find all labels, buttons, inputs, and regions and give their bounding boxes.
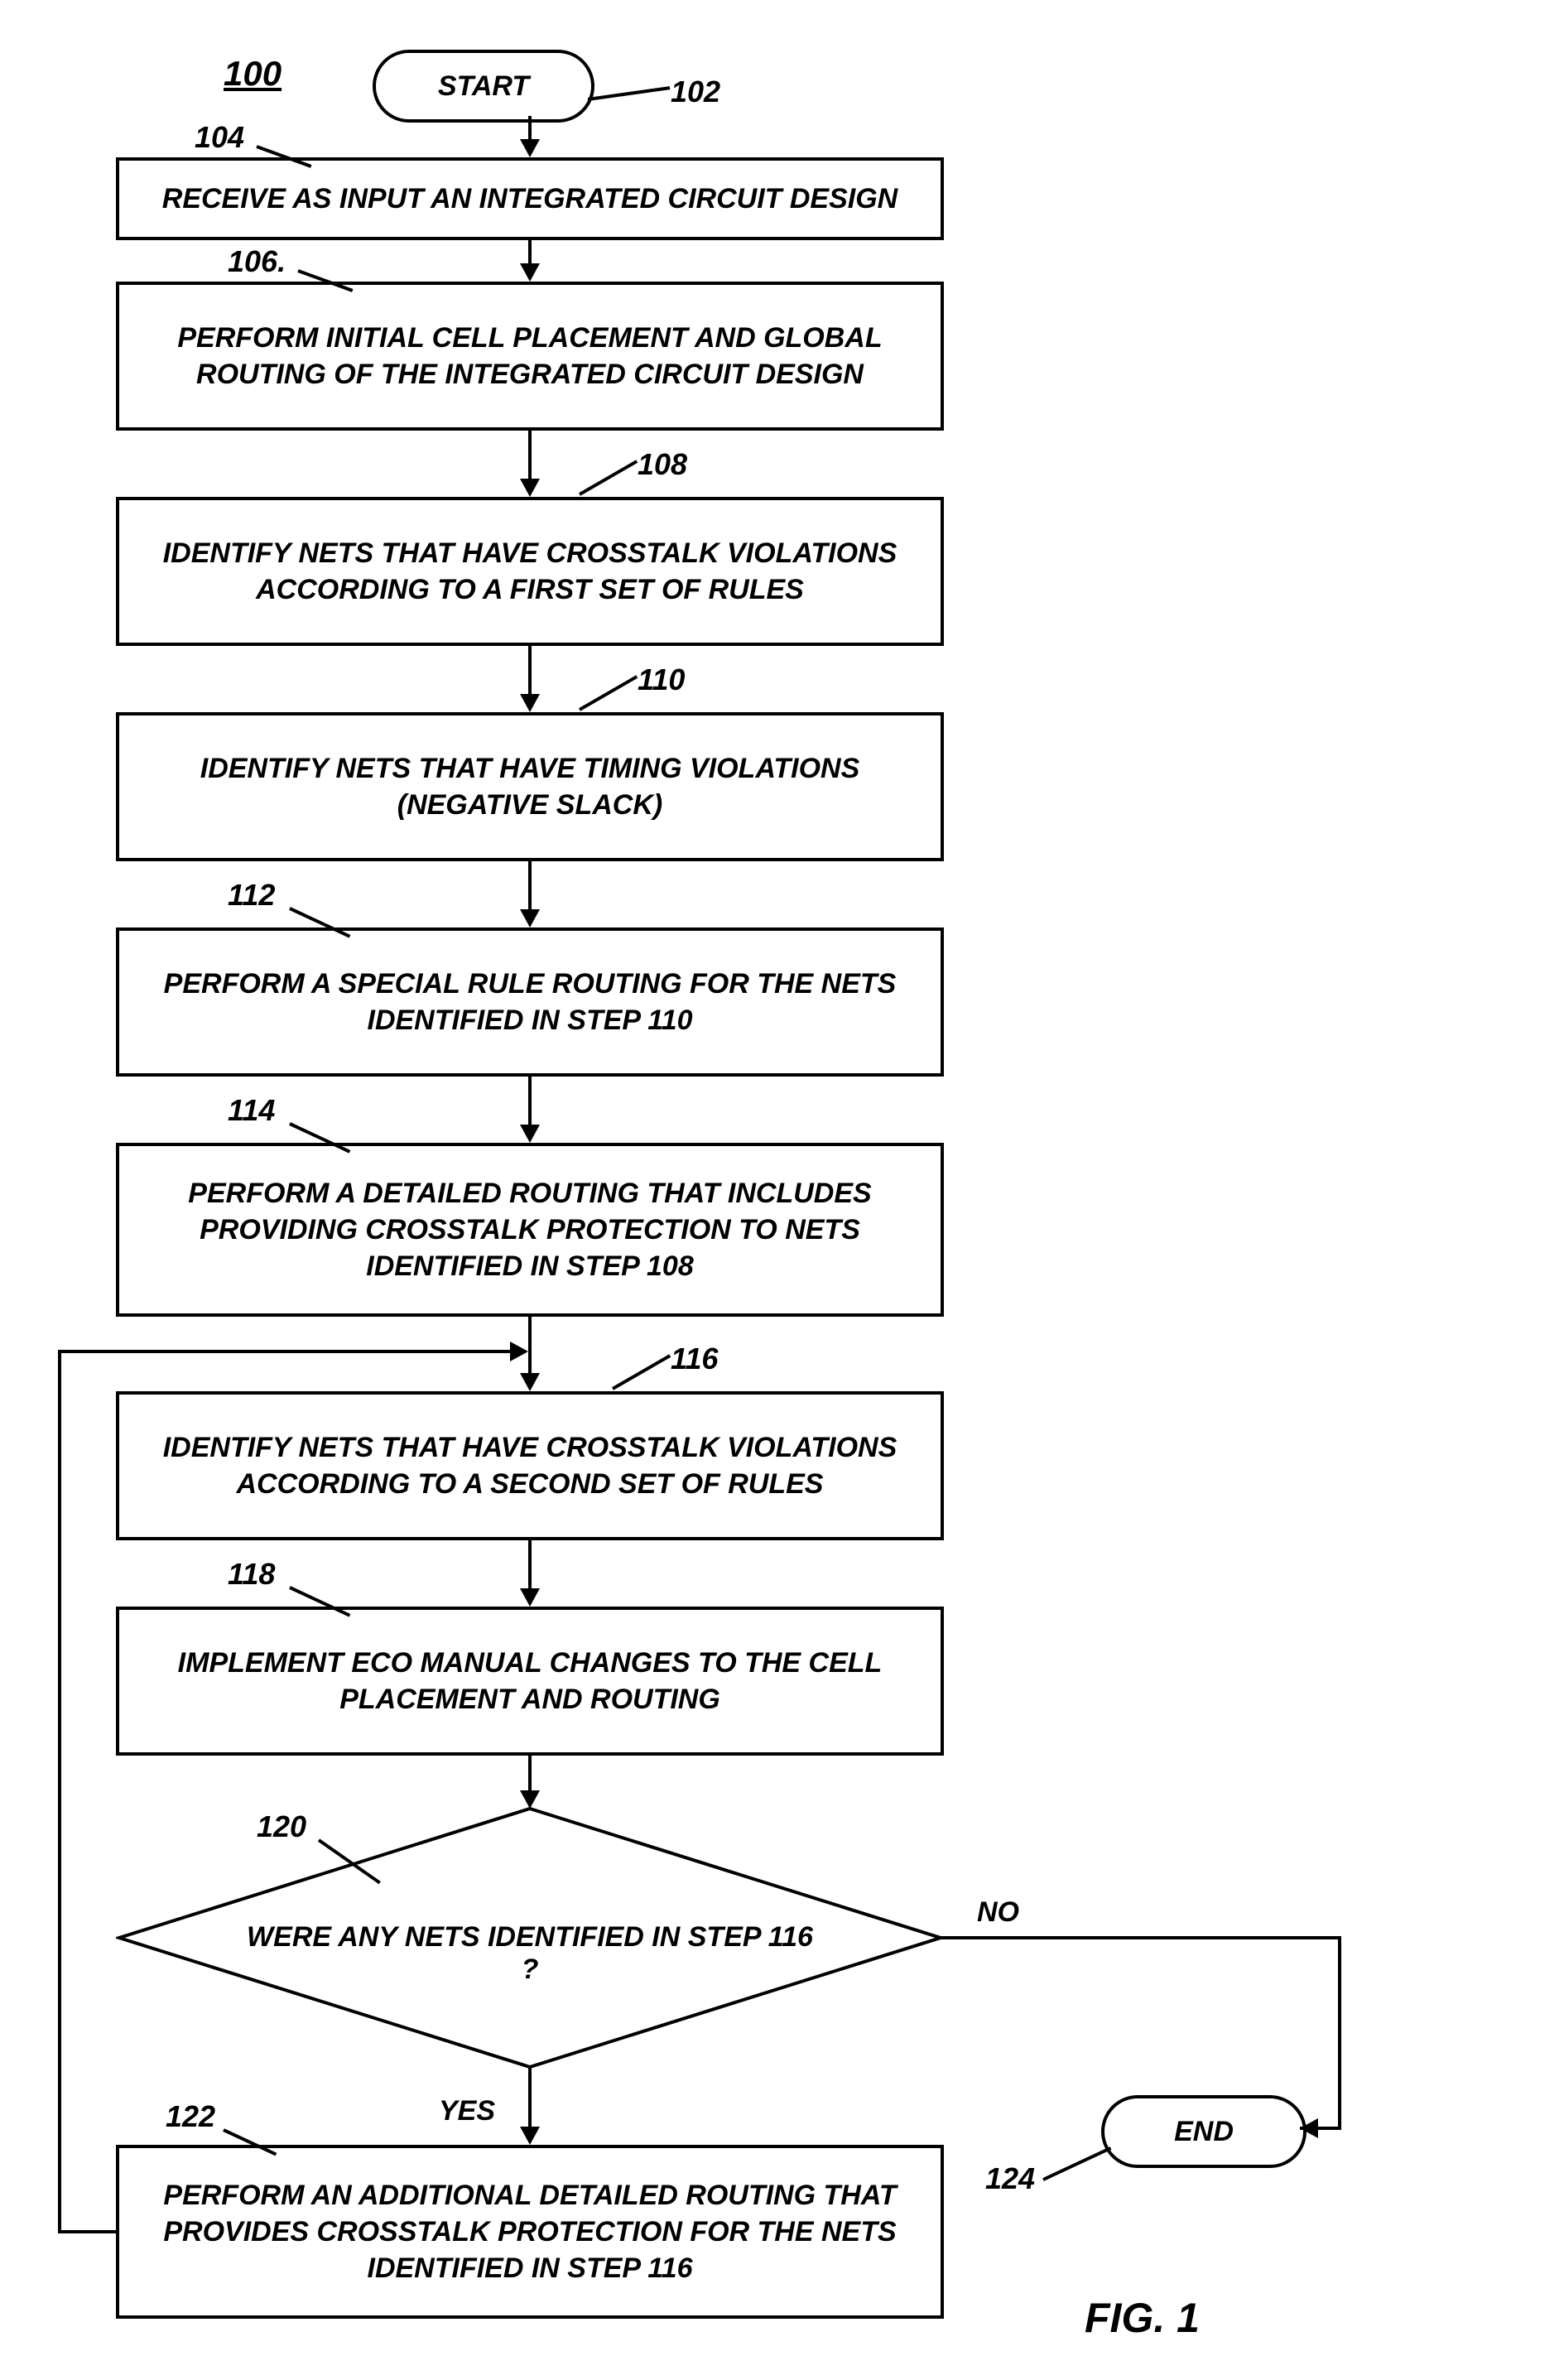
ref-104: 104 xyxy=(195,120,244,155)
ref-108: 108 xyxy=(638,447,687,482)
ref-110: 110 xyxy=(638,662,685,697)
decision-120-text: WERE ANY NETS IDENTIFIED IN STEP 116 ? xyxy=(240,1921,820,1986)
edge-120-122 xyxy=(528,2067,532,2129)
leader-110 xyxy=(579,675,638,711)
ref-102: 102 xyxy=(671,75,720,109)
step-118-text: IMPLEMENT ECO MANUAL CHANGES TO THE CELL… xyxy=(144,1645,916,1718)
edge-108-110 xyxy=(528,646,532,696)
edge-118-120 xyxy=(528,1756,532,1793)
edge-104-106-head xyxy=(520,263,540,282)
end-terminal: END xyxy=(1101,2095,1307,2168)
step-108: IDENTIFY NETS THAT HAVE CROSSTALK VIOLAT… xyxy=(116,497,944,646)
edge-116-118 xyxy=(528,1540,532,1590)
step-122: PERFORM AN ADDITIONAL DETAILED ROUTING T… xyxy=(116,2145,944,2319)
step-106: PERFORM INITIAL CELL PLACEMENT AND GLOBA… xyxy=(116,282,944,431)
step-116: IDENTIFY NETS THAT HAVE CROSSTALK VIOLAT… xyxy=(116,1391,944,1540)
edge-112-114 xyxy=(528,1077,532,1126)
leader-108 xyxy=(579,460,638,495)
ref-114: 114 xyxy=(228,1093,275,1128)
edge-110-112-head xyxy=(520,909,540,927)
edge-114-116-head xyxy=(520,1373,540,1391)
ref-106: 106. xyxy=(228,244,286,279)
edge-loop-head xyxy=(510,1342,528,1361)
edge-116-118-head xyxy=(520,1588,540,1607)
edge-112-114-head xyxy=(520,1125,540,1143)
branch-yes: YES xyxy=(439,2095,495,2127)
step-122-text: PERFORM AN ADDITIONAL DETAILED ROUTING T… xyxy=(144,2177,916,2287)
edge-104-106 xyxy=(528,240,532,265)
flowchart-canvas: 100 START RECEIVE AS INPUT AN INTEGRATED… xyxy=(0,0,1564,2380)
edge-start-104-head xyxy=(520,139,540,157)
edge-loop-v xyxy=(58,1350,61,2233)
ref-112: 112 xyxy=(228,878,275,913)
edge-120-end-v xyxy=(1338,1936,1341,2128)
step-114-text: PERFORM A DETAILED ROUTING THAT INCLUDES… xyxy=(144,1175,916,1285)
end-label: END xyxy=(1174,2116,1234,2148)
edge-120-end-h xyxy=(941,1936,1341,1939)
step-112-text: PERFORM A SPECIAL RULE ROUTING FOR THE N… xyxy=(144,966,916,1038)
leader-116 xyxy=(612,1354,671,1390)
ref-122: 122 xyxy=(166,2099,215,2134)
leader-102 xyxy=(588,86,671,101)
edge-114-116 xyxy=(528,1317,532,1375)
ref-120: 120 xyxy=(257,1809,306,1844)
start-label: START xyxy=(438,70,529,103)
ref-116: 116 xyxy=(671,1342,718,1376)
step-104-text: RECEIVE AS INPUT AN INTEGRATED CIRCUIT D… xyxy=(162,181,897,217)
leader-124 xyxy=(1042,2146,1111,2181)
edge-loop-h2 xyxy=(58,1350,512,1353)
edge-loop-h1 xyxy=(58,2230,116,2233)
step-110: IDENTIFY NETS THAT HAVE TIMING VIOLATION… xyxy=(116,712,944,861)
step-118: IMPLEMENT ECO MANUAL CHANGES TO THE CELL… xyxy=(116,1607,944,1756)
step-108-text: IDENTIFY NETS THAT HAVE CROSSTALK VIOLAT… xyxy=(144,535,916,608)
edge-120-end-head xyxy=(1300,2118,1318,2138)
edge-start-104 xyxy=(528,116,532,141)
branch-no: NO xyxy=(977,1896,1019,1929)
edge-120-122-head xyxy=(520,2127,540,2145)
step-104: RECEIVE AS INPUT AN INTEGRATED CIRCUIT D… xyxy=(116,157,944,240)
step-112: PERFORM A SPECIAL RULE ROUTING FOR THE N… xyxy=(116,927,944,1077)
edge-106-108-head xyxy=(520,479,540,497)
ref-124: 124 xyxy=(985,2161,1035,2196)
edge-106-108 xyxy=(528,431,532,480)
edge-118-120-head xyxy=(520,1790,540,1809)
figure-label: FIG. 1 xyxy=(1085,2294,1200,2342)
start-terminal: START xyxy=(373,50,594,123)
ref-118: 118 xyxy=(228,1557,275,1592)
step-106-text: PERFORM INITIAL CELL PLACEMENT AND GLOBA… xyxy=(144,320,916,393)
step-110-text: IDENTIFY NETS THAT HAVE TIMING VIOLATION… xyxy=(144,750,916,823)
step-114: PERFORM A DETAILED ROUTING THAT INCLUDES… xyxy=(116,1143,944,1317)
edge-108-110-head xyxy=(520,694,540,712)
edge-110-112 xyxy=(528,861,532,911)
diagram-number: 100 xyxy=(224,54,282,94)
step-116-text: IDENTIFY NETS THAT HAVE CROSSTALK VIOLAT… xyxy=(144,1429,916,1502)
